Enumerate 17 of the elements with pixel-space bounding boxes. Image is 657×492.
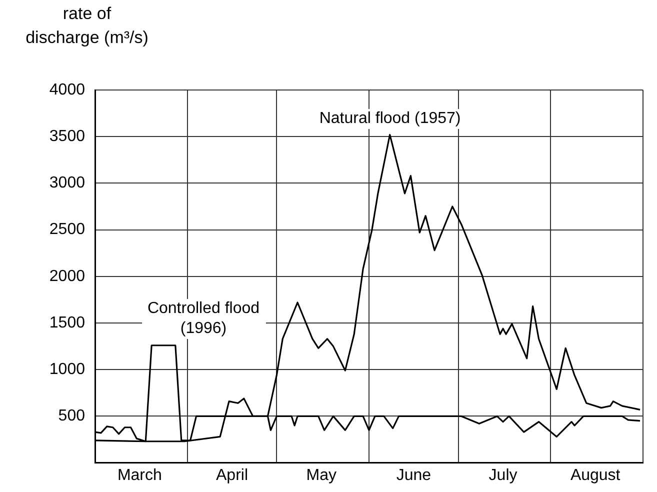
x-tick-label: April	[216, 466, 248, 484]
y-tick-label: 4000	[49, 81, 86, 98]
y-tick-label: 2500	[49, 221, 86, 238]
series-label: Controlled flood (1996)	[142, 299, 266, 340]
y-tick-label: 1000	[49, 361, 86, 378]
x-tick-label: July	[488, 466, 518, 484]
y-tick-label: 2000	[49, 268, 86, 285]
x-tick-label: June	[396, 466, 432, 484]
y-tick-label: 500	[58, 408, 86, 425]
series-label: Natural flood (1957)	[317, 108, 463, 129]
y-tick-label: 3500	[49, 128, 86, 146]
x-tick-label: May	[306, 466, 336, 484]
x-tick-label: August	[570, 466, 621, 484]
y-tick-label: 1500	[49, 314, 86, 332]
x-tick-label: March	[117, 466, 162, 484]
y-tick-label: 3000	[49, 174, 86, 192]
y-axis-title: rate of discharge (m³/s)	[24, 3, 150, 49]
